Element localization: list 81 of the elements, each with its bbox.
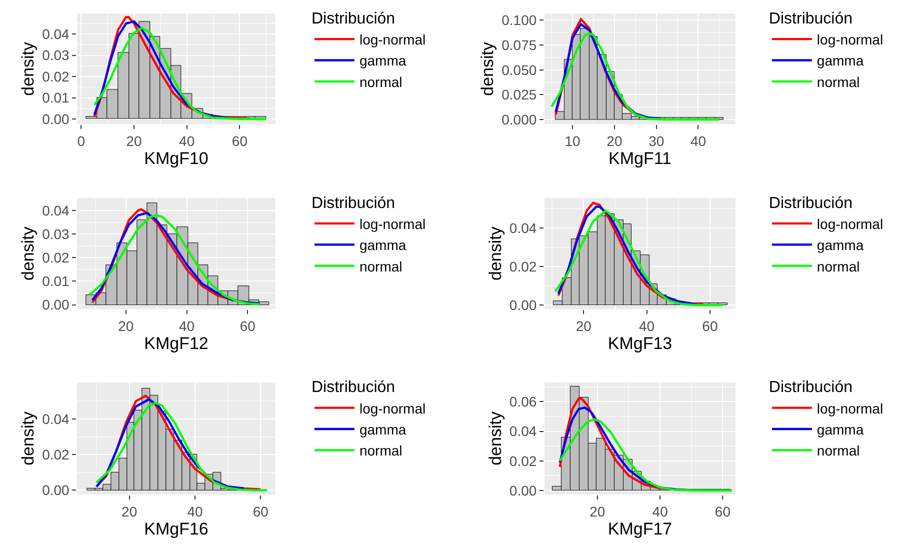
x-tick-label: 60 — [232, 132, 248, 149]
x-tick-label: 0 — [77, 132, 86, 149]
y-tick-label: 0.00 — [42, 110, 70, 127]
x-tick-label: 60 — [714, 503, 731, 520]
x-tick-label: 10 — [564, 132, 581, 149]
x-tick-label: 20 — [576, 318, 592, 334]
y-tick-label: 0.01 — [42, 90, 70, 106]
y-tick-label: 0.00 — [509, 482, 537, 498]
y-tick-label: 0.04 — [42, 202, 70, 218]
legend-label: gamma — [359, 421, 406, 438]
y-axis-title: density — [486, 411, 505, 466]
legend-label: log-normal — [816, 216, 884, 232]
legend-label: gamma — [359, 237, 406, 254]
x-tick-label: 40 — [179, 132, 195, 149]
y-tick-label: 0.03 — [42, 226, 70, 242]
x-tick-label: 20 — [122, 503, 138, 520]
legend-title: Distribución — [311, 194, 396, 212]
legend-label: normal — [359, 442, 402, 459]
y-tick-label: 0.02 — [42, 250, 70, 266]
y-axis-title: density — [18, 41, 38, 96]
x-axis-title: KMgF11 — [608, 148, 672, 168]
y-axis-title: density — [486, 226, 505, 280]
y-axis-title: density — [18, 226, 38, 280]
y-tick-label: 0.00 — [42, 482, 70, 498]
legend-title: Distribución — [311, 379, 396, 396]
y-tick-label: 0.02 — [509, 452, 537, 469]
legend-label: normal — [359, 258, 402, 274]
x-axis-title: KMgF13 — [608, 334, 672, 353]
legend-label: normal — [816, 258, 860, 274]
legend-title: Distribución — [768, 379, 853, 396]
x-tick-label: 20 — [606, 132, 622, 149]
legend-label: normal — [359, 74, 402, 90]
y-tick-label: 0.025 — [502, 86, 537, 103]
legend-title: Distribución — [311, 10, 396, 28]
y-tick-label: 0.100 — [502, 12, 537, 28]
x-tick-label: 40 — [178, 318, 195, 334]
y-tick-label: 0.00 — [509, 297, 537, 314]
y-tick-label: 0.00 — [42, 296, 70, 313]
legend-label: gamma — [816, 237, 864, 254]
x-tick-label: 40 — [690, 132, 706, 149]
y-tick-label: 0.02 — [42, 68, 70, 84]
x-tick-label: 60 — [702, 318, 718, 334]
x-axis-title: KMgF12 — [144, 334, 208, 353]
x-tick-label: 20 — [590, 503, 606, 520]
y-tick-label: 0.000 — [502, 111, 537, 128]
x-axis-title: KMgF16 — [144, 519, 208, 538]
y-tick-label: 0.06 — [509, 394, 537, 410]
x-tick-label: 40 — [187, 503, 203, 520]
y-tick-label: 0.075 — [502, 36, 537, 53]
x-tick-label: 40 — [652, 503, 668, 520]
legend-label: gamma — [359, 52, 406, 69]
y-tick-label: 0.03 — [42, 47, 70, 64]
y-tick-label: 0.02 — [509, 258, 537, 274]
y-tick-label: 0.050 — [502, 62, 537, 78]
legend-label: normal — [816, 442, 860, 459]
y-tick-label: 0.01 — [42, 273, 70, 290]
x-tick-label: 30 — [648, 132, 664, 149]
x-axis-title: KMgF17 — [608, 519, 672, 538]
legend-title: Distribución — [768, 194, 853, 212]
y-tick-label: 0.04 — [42, 26, 70, 42]
legend-label: normal — [816, 74, 860, 90]
legend-label: log-normal — [359, 400, 426, 416]
x-axis-title: KMgF10 — [144, 148, 208, 168]
x-tick-label: 60 — [252, 503, 269, 520]
x-tick-label: 40 — [639, 318, 655, 334]
x-tick-label: 60 — [240, 318, 256, 334]
legend-label: log-normal — [359, 216, 426, 232]
y-tick-label: 0.04 — [509, 423, 537, 440]
legend-label: log-normal — [816, 32, 884, 48]
y-axis-title: density — [478, 41, 498, 96]
legend-label: log-normal — [359, 32, 426, 48]
legend-label: log-normal — [816, 400, 884, 416]
legend-title: Distribución — [768, 10, 853, 28]
legend-label: gamma — [816, 52, 864, 69]
y-tick-label: 0.04 — [42, 410, 70, 427]
x-tick-label: 20 — [118, 318, 134, 334]
y-tick-label: 0.02 — [42, 446, 70, 462]
y-tick-label: 0.04 — [509, 220, 537, 236]
x-tick-label: 20 — [126, 132, 142, 149]
y-axis-title: density — [18, 411, 38, 466]
legend-label: gamma — [816, 421, 864, 438]
